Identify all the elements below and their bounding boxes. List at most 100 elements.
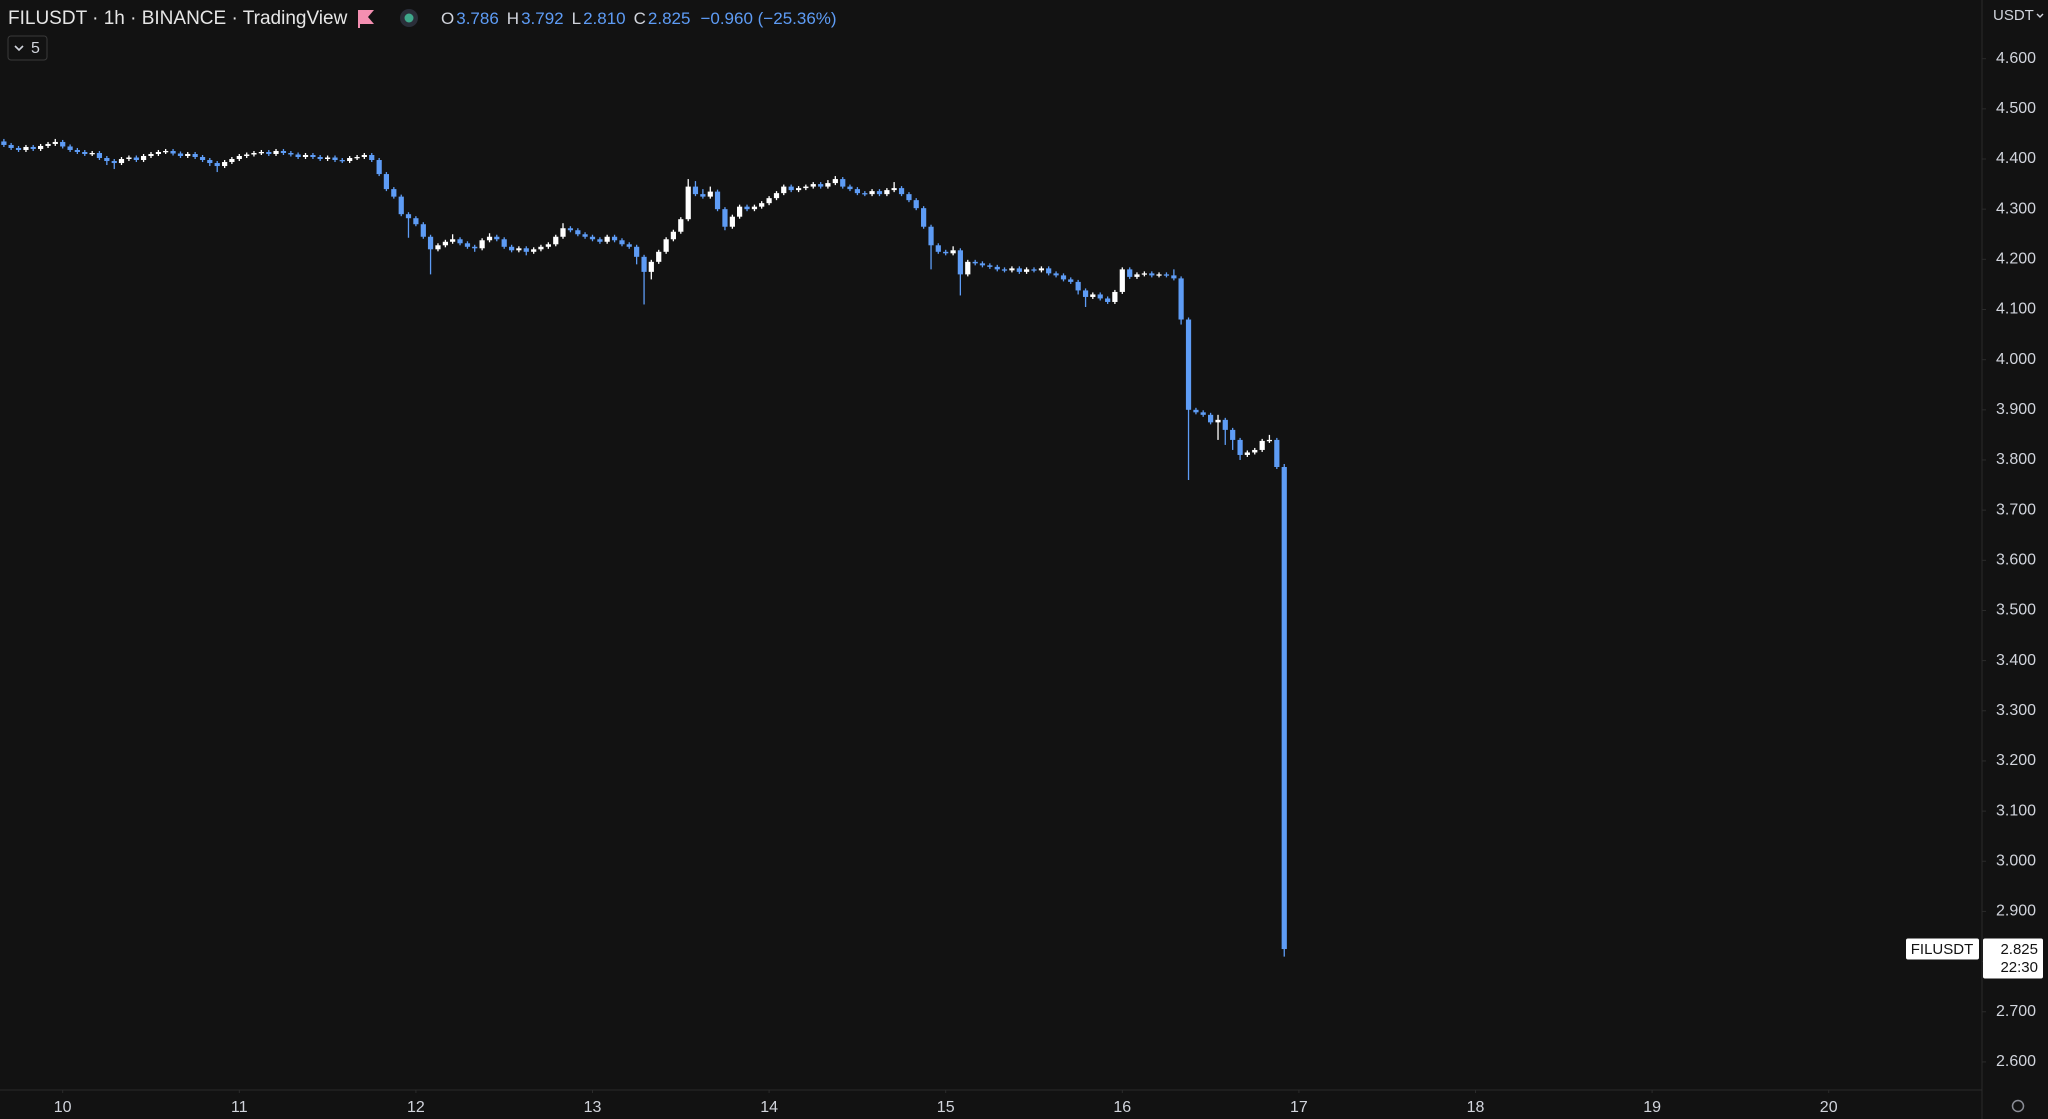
candle-body [1163,274,1170,276]
candle-body [111,161,117,164]
chevron-icon [14,45,24,52]
candle-body [1009,268,1015,271]
candle-body [354,157,360,159]
price-tag: FILUSDT 2.825 22:30 [1906,938,2043,979]
candle-body [464,243,471,247]
candle-body [332,157,338,161]
candle-body [663,239,669,252]
y-tick-label: 3.500 [1996,602,2036,619]
x-tick-label: 11 [231,1099,248,1116]
price-tag-symbol-box [1906,938,1979,960]
candle-body [670,231,676,240]
candle-body [840,179,846,187]
y-tick-label: 4.500 [1996,100,2036,117]
candle-body [229,159,235,163]
candle-body [854,189,861,194]
indicators-toggle[interactable] [7,35,48,61]
candle-body [1097,294,1103,299]
candle-body [862,193,868,195]
candle-body [347,158,353,162]
candle-body [310,154,316,158]
candle-body [383,174,390,190]
candle-body [435,245,441,250]
candle-body [678,219,684,232]
candle-body [589,236,596,240]
price-tag-box [1983,938,2043,979]
ohlc-legend: O 3.786 H 3.792 L 2.810 C 2.825 −0.960 (−25.36%) [441,9,837,28]
candle-body [302,154,309,158]
candle-body [766,198,772,204]
candle-body [1185,319,1192,410]
candle-body [884,190,890,195]
x-tick-label: 13 [584,1099,602,1116]
candle-body [803,186,809,189]
candle-body [177,153,184,157]
candle-body [626,244,632,247]
candle-body [361,154,367,158]
candle-body [207,160,213,164]
candle-body [376,160,382,175]
candle-body [479,240,485,249]
x-tick-label: 16 [1113,1099,1131,1116]
candle-body [957,250,963,275]
x-tick-label: 15 [937,1099,955,1116]
candle-body [317,157,323,160]
symbol: FILUSDT · 1h · BINANCE · TradingView [8,8,348,29]
candle-body [185,153,191,157]
candle-body [700,194,706,197]
candle-body [427,236,434,250]
candle-body [1281,466,1287,950]
high-value: 3.792 [521,9,564,28]
candle-body [1215,419,1221,423]
candle-body [1207,414,1214,423]
y-tick-label: 3.600 [1996,552,2036,569]
candle-body [1031,269,1037,271]
candle-body [23,146,29,150]
candle-body [1023,269,1030,272]
x-tick-label: 14 [760,1099,778,1116]
candle-body [1200,412,1206,415]
candle-body [30,146,36,149]
candle-body [494,236,500,240]
candle-body [244,154,250,157]
y-tick-label: 4.000 [1996,351,2036,368]
candle-body [295,154,301,158]
candle-body [266,151,272,154]
candle-body [442,241,448,246]
low-label: L [572,9,581,28]
candle-body [74,149,80,152]
candle-body [825,183,831,187]
x-tick-label: 10 [54,1099,72,1116]
candle-body [486,236,493,241]
candle-body [832,179,838,184]
y-tick-label: 3.200 [1996,752,2036,769]
candle-body [1060,275,1067,280]
low-value: 2.810 [583,9,626,28]
candle-body [1075,281,1081,291]
candle-body [516,248,522,251]
open-label: O [441,9,454,28]
candle-body [847,186,853,190]
candle-body [972,261,978,264]
candle-body [38,145,44,149]
candle-body [788,186,794,191]
candle-body [45,143,51,146]
y-tick-label: 3.000 [1996,852,2036,869]
currency-selector[interactable]: USDT [1993,7,2034,24]
y-tick-label: 4.300 [1996,200,2036,217]
candle-body [398,196,404,215]
high-label: H [507,9,519,28]
candle-body [214,163,220,167]
candle-body [545,244,551,247]
legend: FILUSDT · 1h · BINANCE · TradingView [8,8,348,29]
candle-body [60,141,66,147]
settings-icon[interactable] [2011,1099,2025,1113]
y-tick-label: 3.700 [1996,501,2036,518]
candle-body [472,246,478,249]
candle-body [82,151,88,154]
x-tick-label: 18 [1467,1099,1485,1116]
y-tick-label: 3.300 [1996,702,2036,719]
flag-icon[interactable] [358,10,374,28]
candle-body [1244,452,1250,455]
